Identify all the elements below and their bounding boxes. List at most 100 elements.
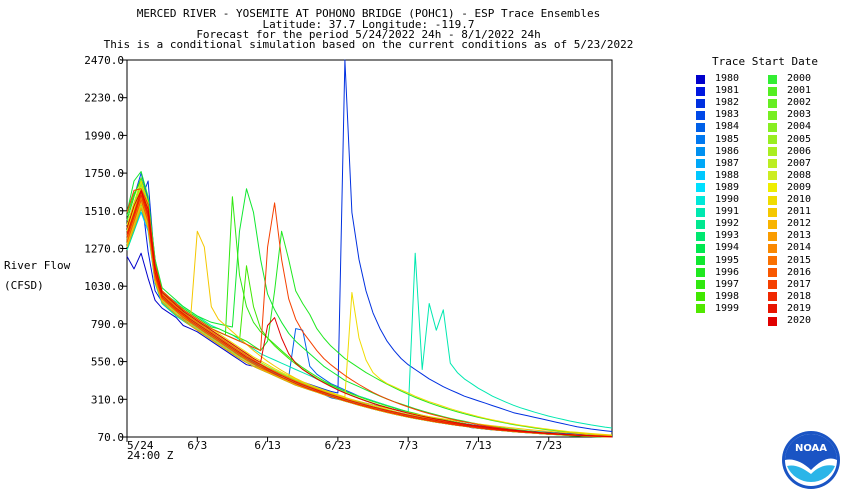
legend-label: 1999 bbox=[715, 302, 740, 314]
legend-label: 2004 bbox=[787, 121, 812, 133]
legend-label: 2014 bbox=[787, 242, 812, 254]
legend-item-2007: 2007 bbox=[768, 158, 811, 169]
legend-swatch bbox=[768, 135, 777, 144]
legend-label: 2020 bbox=[787, 315, 812, 326]
legend-item-2010: 2010 bbox=[768, 195, 811, 205]
legend-title: Trace Start Date bbox=[712, 55, 818, 68]
legend-label: 1997 bbox=[715, 278, 740, 290]
legend-swatch bbox=[768, 207, 777, 217]
legend-swatch bbox=[768, 159, 777, 169]
legend-item-1994: 1994 bbox=[696, 243, 739, 253]
legend-item-1983: 1983 bbox=[696, 110, 739, 120]
legend-label: 1990 bbox=[715, 194, 740, 205]
legend-label: 1988 bbox=[715, 169, 740, 181]
legend-swatch bbox=[696, 171, 705, 181]
x-tick-label: 7/23 bbox=[535, 439, 562, 452]
x-tick-label: 6/13 bbox=[254, 439, 281, 452]
legend-label: 2012 bbox=[787, 218, 812, 230]
legend-swatch bbox=[768, 231, 777, 241]
series-line-1993 bbox=[126, 180, 613, 437]
series-line-2005 bbox=[126, 183, 613, 437]
y-tick-label: 550.0 bbox=[91, 356, 124, 369]
series-line-2020 bbox=[126, 189, 613, 438]
legend-label: 2018 bbox=[787, 290, 812, 302]
legend-swatch bbox=[696, 256, 705, 265]
legend-label: 2016 bbox=[787, 266, 812, 278]
series-line-1997 bbox=[126, 183, 613, 438]
legend-swatch bbox=[768, 292, 777, 302]
legend-swatch bbox=[768, 316, 777, 326]
y-tick-label: 2230.0 bbox=[84, 92, 124, 105]
legend-label: 1985 bbox=[715, 133, 740, 145]
legend-label: 2017 bbox=[787, 278, 812, 290]
legend-swatch bbox=[696, 147, 705, 157]
legend-label: 2000 bbox=[787, 73, 812, 84]
legend-swatch bbox=[768, 243, 777, 253]
legend-label: 1982 bbox=[715, 97, 740, 109]
y-tick-label: 2470.0 bbox=[84, 54, 124, 67]
series-line-2011 bbox=[126, 202, 613, 436]
legend-item-2001: 2001 bbox=[768, 86, 811, 96]
legend-item-1996: 1996 bbox=[696, 267, 739, 278]
legend-item-1988: 1988 bbox=[696, 169, 740, 181]
legend-label: 1995 bbox=[715, 254, 740, 266]
legend-item-2000: 2000 bbox=[768, 74, 811, 84]
legend-item-2006: 2006 bbox=[768, 145, 812, 157]
legend-swatch bbox=[696, 74, 705, 84]
noaa-logo-text: NOAA bbox=[795, 443, 827, 454]
legend-label: 2006 bbox=[787, 145, 812, 157]
series-line-1986 bbox=[126, 183, 613, 437]
legend-item-1993: 1993 bbox=[696, 231, 739, 241]
legend-item-1999: 1999 bbox=[696, 302, 740, 314]
legend-item-1998: 1998 bbox=[696, 291, 739, 302]
legend-item-1990: 1990 bbox=[696, 195, 739, 205]
legend-swatch bbox=[768, 195, 777, 205]
legend-item-2017: 2017 bbox=[768, 278, 812, 290]
legend-item-1980: 1980 bbox=[696, 74, 739, 84]
legend-label: 1983 bbox=[715, 109, 740, 121]
legend-item-2015: 2015 bbox=[768, 254, 812, 266]
legend-item-1992: 1992 bbox=[696, 219, 739, 229]
legend-label: 2015 bbox=[787, 254, 812, 266]
chart-period: Forecast for the period 5/24/2022 24h - … bbox=[196, 28, 541, 41]
series-line-2009 bbox=[126, 186, 613, 437]
series-line-2000 bbox=[126, 186, 613, 437]
legend-swatch bbox=[696, 195, 705, 205]
legend-item-1986: 1986 bbox=[696, 146, 739, 157]
y-tick-label: 70.0 bbox=[98, 431, 125, 444]
legend-label: 1993 bbox=[715, 230, 740, 242]
legend-item-1984: 1984 bbox=[696, 122, 739, 132]
legend-swatch bbox=[768, 183, 777, 193]
y-tick-label: 310.0 bbox=[91, 393, 124, 406]
legend-label: 2001 bbox=[787, 85, 812, 97]
y-axis-unit: (CFSD) bbox=[4, 279, 44, 292]
legend-swatch bbox=[768, 219, 777, 229]
legend-label: 2005 bbox=[787, 133, 812, 145]
legend-swatch bbox=[768, 110, 777, 120]
legend-item-1989: 1989 bbox=[696, 182, 739, 193]
legend-item-2019: 2019 bbox=[768, 303, 811, 314]
series-line-1981 bbox=[126, 193, 613, 436]
x-tick-label: 7/13 bbox=[465, 439, 492, 452]
legend-swatch bbox=[768, 86, 777, 96]
series-line-1980 bbox=[126, 252, 613, 437]
legend-item-2003: 2003 bbox=[768, 110, 811, 120]
legend-swatch bbox=[696, 86, 705, 96]
legend-swatch bbox=[696, 159, 705, 169]
y-tick-label: 790.0 bbox=[91, 318, 124, 331]
legend-swatch bbox=[696, 292, 705, 302]
legend-swatch bbox=[696, 110, 705, 120]
legend-item-2005: 2005 bbox=[768, 133, 812, 145]
legend-item-2002: 2002 bbox=[768, 98, 811, 108]
y-tick-label: 1750.0 bbox=[84, 167, 124, 180]
legend-item-1982: 1982 bbox=[696, 98, 739, 108]
chart-location: Latitude: 37.7 Longitude: -119.7 bbox=[262, 18, 475, 31]
legend-label: 1992 bbox=[715, 218, 740, 230]
legend-swatch bbox=[768, 98, 777, 108]
y-tick-label: 1990.0 bbox=[84, 129, 124, 142]
series-line-1998 bbox=[126, 177, 613, 438]
legend-label: 2010 bbox=[787, 194, 812, 205]
legend-label: 1980 bbox=[715, 73, 740, 84]
series-line-1983 bbox=[126, 172, 613, 438]
